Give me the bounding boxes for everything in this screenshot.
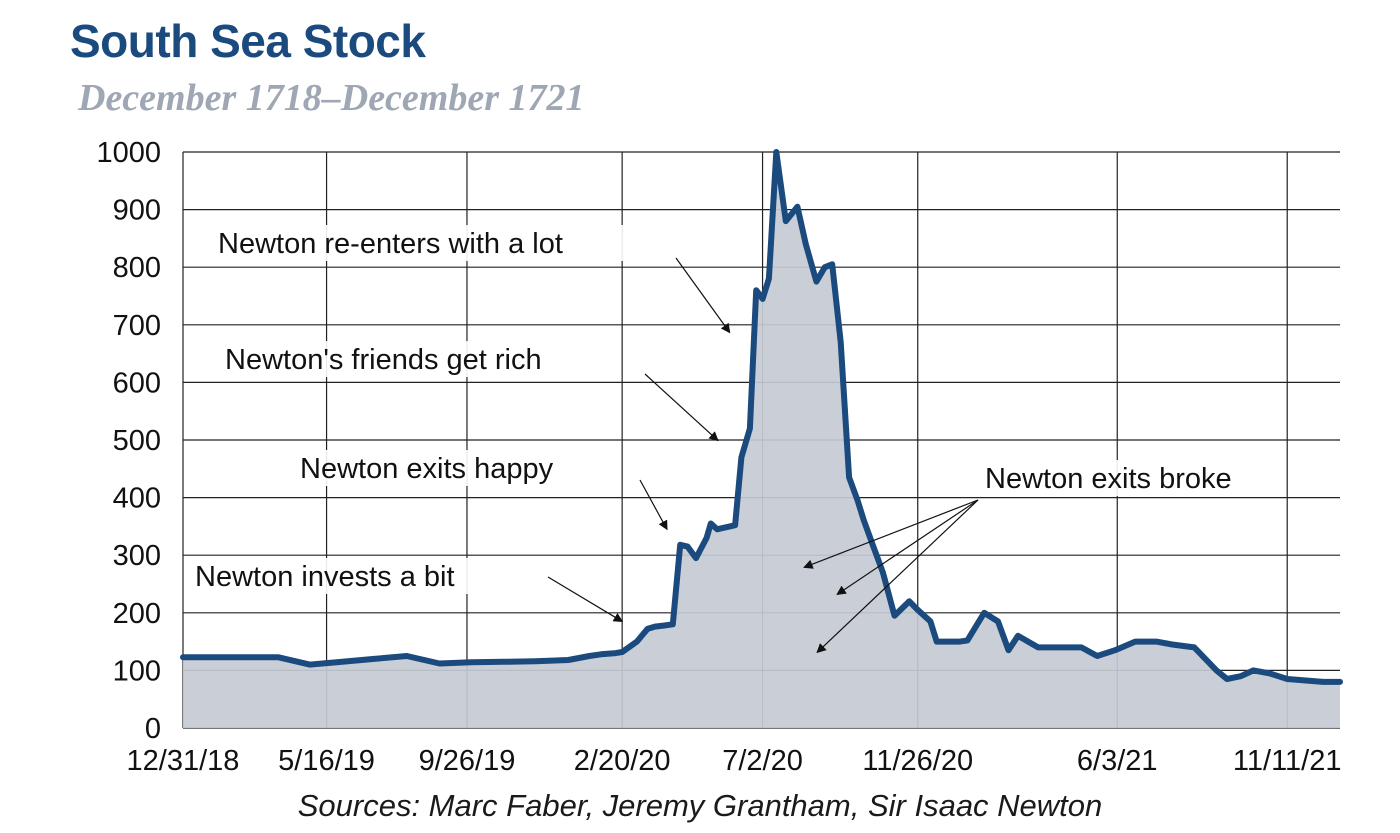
y-tick-label: 1000 [96,137,161,169]
annotation-label: Newton re-enters with a lot [218,228,563,260]
annotation-label: Newton exits happy [300,453,554,485]
annotation-background [221,341,619,377]
x-tick-label: 9/26/19 [419,745,516,777]
south-sea-stock-chart: 0 100 200 300 400 500 600 700 800 900 1000 12/31/18… [96,137,1343,777]
annotation-arrow [675,257,731,334]
annotation-arrow [836,499,979,595]
annotation-label: Newton invests a bit [195,561,455,593]
annotation-arrow [639,479,668,531]
annotation-label: Newton's friends get rich [225,344,542,376]
x-tick-label: 11/26/20 [862,745,973,777]
annotation-background [296,450,585,486]
y-tick-label: 900 [113,195,161,227]
y-tick-label: 500 [113,425,161,457]
x-tick-label: 2/20/20 [574,745,671,777]
price-area [183,152,1340,728]
x-tick-label: 11/11/21 [1233,745,1342,777]
y-tick-label: 700 [113,310,161,342]
annotation-arrow [816,499,979,654]
annotation-arrow [547,576,624,623]
y-tick-label: 300 [113,540,161,572]
x-tick-label: 7/2/20 [722,745,803,777]
x-tick-label: 5/16/19 [278,745,375,777]
annotation-arrow [644,373,719,442]
chart-source: Sources: Marc Faber, Jeremy Grantham, Si… [297,788,1103,823]
annotation-arrow [803,499,979,569]
annotation-background [214,225,644,261]
y-tick-label: 0 [145,713,161,745]
annotation-background [191,558,511,594]
x-tick-label: 6/3/21 [1077,745,1158,777]
chart-title: South Sea Stock [70,15,426,67]
y-tick-label: 600 [113,367,161,399]
chart-subtitle: December 1718–December 1721 [78,77,585,119]
y-tick-label: 200 [113,598,161,630]
y-tick-label: 800 [113,252,161,284]
y-tick-label: 100 [113,655,161,687]
y-tick-label: 400 [113,483,161,515]
x-tick-label: 12/31/18 [127,745,240,777]
price-line [180,149,1343,685]
annotation-background [981,460,1270,496]
annotation-label: Newton exits broke [985,463,1232,495]
